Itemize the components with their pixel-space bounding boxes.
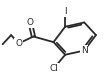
Text: N: N <box>81 46 88 55</box>
Text: O: O <box>27 18 34 27</box>
Text: I: I <box>64 7 66 16</box>
Text: Cl: Cl <box>50 64 59 73</box>
Text: O: O <box>15 39 22 48</box>
